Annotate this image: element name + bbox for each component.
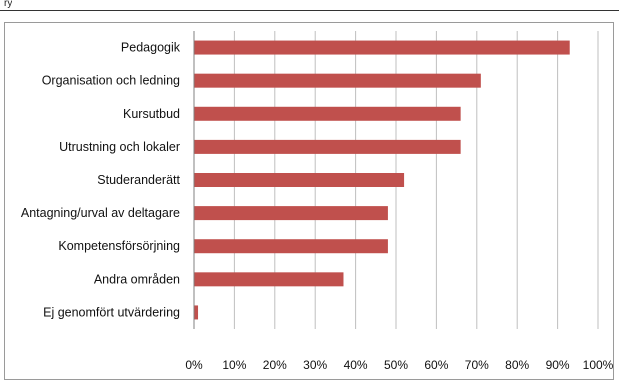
chart-frame: Pedagogik Organisation och ledning Kursutb… [4,22,614,380]
category-label: Studeranderätt [97,173,180,187]
x-tick-label: 50% [384,358,408,372]
x-tick-label: 0% [185,358,203,372]
x-tick-label: 90% [546,358,570,372]
category-label: Utrustning och lokaler [59,140,180,154]
category-label: Andra områden [94,272,180,286]
bar [194,206,388,221]
bar [194,173,405,187]
page-rule [0,10,619,11]
x-tick-label: 20% [263,358,287,372]
category-label: Ej genomfört utvärdering [43,305,180,319]
category-label: Organisation och ledning [42,74,180,88]
page-text-fragment: ry [4,0,13,8]
x-tick-label: 30% [303,358,327,372]
x-tick-label: 60% [424,358,448,372]
category-label: Antagning/urval av deltagare [21,206,180,220]
category-label: Kompetensförsörjning [58,239,180,253]
x-tick-label: 10% [222,358,246,372]
bar [194,73,481,88]
x-tick-label: 100% [583,358,613,372]
bar [194,239,388,254]
category-label: Pedagogik [121,41,181,55]
bar [194,139,461,154]
bar [194,272,344,287]
category-labels: Pedagogik Organisation och ledning Kursutb… [21,41,181,320]
bar [194,305,199,320]
bar [194,40,570,55]
x-tick-label: 70% [465,358,489,372]
bar [194,106,461,121]
x-tick-label: 80% [505,358,529,372]
bar-chart: Pedagogik Organisation och ledning Kursutb… [21,31,614,372]
bars [194,40,570,320]
x-tick-label: 40% [344,358,368,372]
x-tick-labels: 0% 10% 20% 30% 40% 50% 60% 70% 80% 90% 100% [185,358,613,372]
category-label: Kursutbud [123,107,180,121]
